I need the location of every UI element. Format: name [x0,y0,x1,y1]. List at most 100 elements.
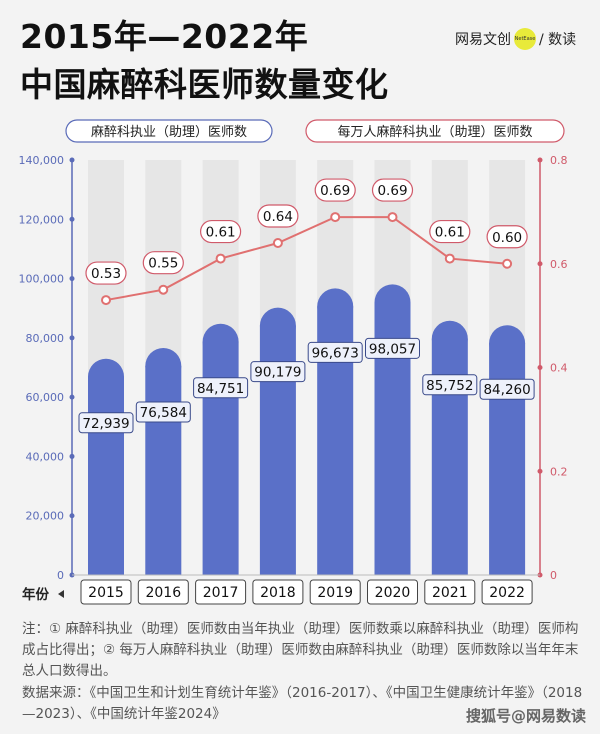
x-axis-tick-label: 2018 [260,585,296,601]
chart-title-line1: 2015年—2022年 [20,17,309,56]
x-axis-tick-box [137,579,189,605]
line-value-label: 0.69 [377,183,407,199]
left-axis-tick [69,157,75,163]
line-value-label: 0.61 [206,225,236,241]
x-axis-tick-label: 2017 [203,585,239,601]
bar-value-label-box [422,374,478,396]
right-axis-tick-label: 0.8 [550,154,568,167]
x-axis-tick-label: 2019 [317,585,353,601]
brand-dot-icon: NetEase [514,28,536,50]
x-axis-tick-label: 2015 [88,585,124,601]
left-axis-tick-label: 80,000 [26,332,65,345]
line-point [444,253,455,264]
chart: 麻醉科执业（助理）医师数 每万人麻醉科执业（助理）医师数 0 20,000 40,000… [19,119,568,605]
x-axis-tick-label: 2016 [145,585,181,601]
x-axis-tick-box [195,579,247,605]
bar [489,343,526,575]
line-value-label: 0.64 [263,209,293,225]
x-axis-tick-box [424,579,476,605]
left-axis-tick [69,394,75,400]
x-axis-title: 年份 [22,586,49,603]
right-axis-tick-label: 0.6 [550,258,568,271]
bar-value-label: 72,939 [82,416,129,432]
line-value-label: 0.53 [91,266,121,282]
x-axis-tick-box [252,579,304,605]
left-axis-tick-label: 120,000 [19,213,65,226]
chart-source: 数据来源：《中国卫生和计划生育统计年鉴》（2016-2017）、《中国卫生健康统… [22,685,583,722]
left-axis-tick-label: 0 [57,569,64,582]
bar-cap [489,325,526,362]
x-axis-tick-box [367,579,418,605]
brand-netease-text: 网易 [455,32,483,48]
bar-cap [88,358,124,395]
chart-title-line2: 中国麻醉科医师数量变化 [20,65,389,104]
bar-cap [374,284,411,321]
bar [202,341,239,575]
left-axis-tick [69,453,75,459]
right-axis-tick-label: 0.4 [550,362,568,375]
x-axis-tick-label: 2021 [432,585,468,601]
legend-bar-label: 麻醉科执业（助理）医师数 [91,124,247,140]
left-axis-tick [69,335,75,341]
line-value-label-box [85,261,127,285]
left-axis-tick-label: 20,000 [26,510,65,523]
left-axis-tick-label: 140,000 [19,154,65,167]
bar [88,376,124,575]
bar-cap [317,288,354,325]
line-value-label: 0.55 [148,256,178,272]
left-axis-tick [69,276,75,282]
brand-wenchuang-text: 文创 [483,32,511,48]
brand-shudu-text: / 数读 [539,32,577,48]
bar-value-label: 76,584 [140,405,187,421]
line-value-label-box [429,219,471,244]
left-axis-tick-label: 40,000 [26,450,65,463]
legend-bar-box [65,119,273,143]
bar-value-label: 98,057 [369,341,416,357]
line-point [215,253,226,264]
x-axis-tick-label: 2022 [489,585,525,601]
right-axis-tick [537,468,543,474]
left-axis-tick-label: 100,000 [19,273,65,286]
bar-value-label-box [479,378,535,400]
line-value-label: 0.60 [492,230,522,246]
right-axis-tick [537,157,543,163]
bar-cap [431,320,468,357]
x-axis-tick-label: 2020 [375,585,411,601]
bar-value-label: 96,673 [312,345,359,361]
line-value-label-box [200,219,242,244]
line-value-label: 0.69 [320,183,350,199]
right-axis-tick-label: 0 [550,569,557,582]
bar-value-label-box [193,377,249,399]
bar [431,338,468,575]
legend-line-box [305,119,565,143]
bar-value-label: 84,751 [197,381,244,397]
left-axis-tick-label: 60,000 [26,391,65,404]
bar-value-label-box [250,361,306,383]
line-point [101,295,111,306]
right-axis-tick-label: 0.2 [550,465,568,478]
line-value-label-box [142,251,184,275]
bar-cap [145,347,182,384]
bar-value-label: 85,752 [426,378,473,394]
bar [145,365,182,575]
right-axis-tick [537,365,543,370]
line-point [387,212,398,223]
right-axis-tick [537,261,543,267]
line-value-label: 0.61 [435,225,465,241]
line-value-label-box [257,204,299,228]
line-value-label-box [314,178,356,202]
line-value-label-box [371,178,414,202]
bar-value-label-box [365,337,420,359]
x-axis-tick-box [481,579,533,605]
legend-line-label: 每万人麻醉科执业（助理）医师数 [337,124,532,140]
line-series [105,216,508,302]
bar-value-label-box [307,341,363,363]
x-axis-tick-box [309,579,361,605]
line-point [502,258,513,269]
chart-note: 注：① 麻醉科执业（助理）医师数由当年执业（助理）医师数乘以麻醉科执业（助理）医… [22,621,579,679]
line-point [330,212,341,223]
bar-value-label-box [135,401,191,423]
watermark: 搜狐号@网易数读 [465,707,586,725]
x-axis-tick-box [80,579,132,605]
left-axis-tick [69,513,75,519]
